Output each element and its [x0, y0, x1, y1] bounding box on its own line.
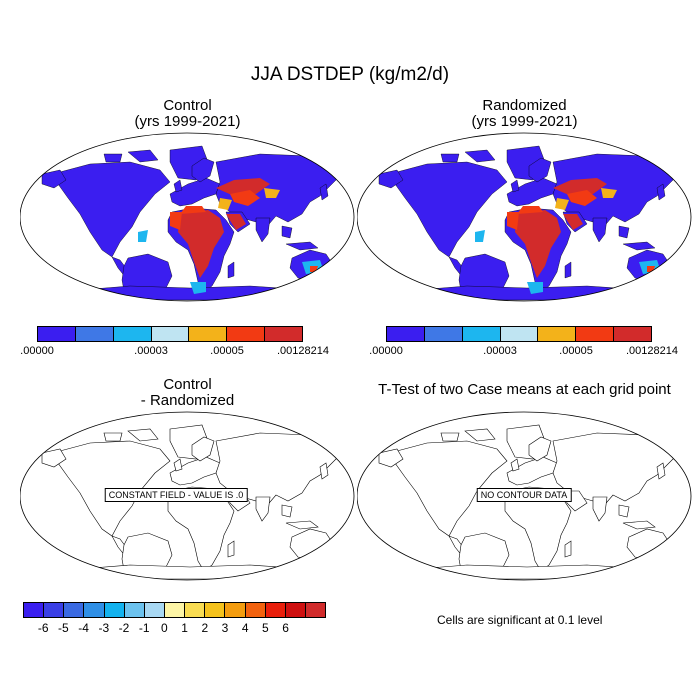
colorbar-swatch [225, 603, 246, 617]
control-title-line2: (yrs 1999-2021) [134, 113, 241, 130]
colorbar-swatch [189, 327, 228, 341]
colorbar-swatch [285, 603, 306, 617]
randomized-title-line1: Randomized [482, 97, 567, 114]
control-panel-title: Control (yrs 1999-2021) [20, 98, 355, 130]
difference-panel-title: Control - Randomized [20, 377, 355, 409]
colorbar-swatch [75, 327, 114, 341]
colorbar-swatch [44, 603, 65, 617]
constant-field-message: CONSTANT FIELD - VALUE IS .0 [104, 488, 248, 502]
colorbar-swatch [614, 327, 652, 341]
colorbar-swatch [227, 327, 266, 341]
colorbar-swatch [576, 327, 615, 341]
colorbar-swatch [124, 603, 145, 617]
difference-title-line2: - Randomized [140, 392, 235, 409]
colorbar-tick-label: .00005 [210, 345, 244, 357]
colorbar-tick-label: .00000 [369, 345, 403, 357]
colorbar-tick-label: -5 [58, 621, 69, 635]
randomized-panel-title: Randomized (yrs 1999-2021) [357, 98, 692, 130]
colorbar-tick-label: 2 [201, 621, 209, 635]
colorbar-swatch [151, 327, 190, 341]
control-title-line1: Control [163, 97, 212, 114]
colorbar-tick-label: 5 [262, 621, 269, 635]
colorbar-tick-label: .00128214 [626, 345, 678, 357]
colorbar-swatch [64, 603, 85, 617]
colorbar-swatch [205, 603, 226, 617]
colorbar-tick-label: .00005 [559, 345, 593, 357]
difference-map [20, 411, 355, 581]
randomized-map [357, 132, 692, 302]
colorbar-tick-label: -4 [78, 621, 89, 635]
colorbar-swatch [500, 327, 539, 341]
colorbar-tick-label: -2 [118, 621, 130, 635]
difference-colorbar [23, 602, 326, 618]
no-contour-message: NO CONTOUR DATA [476, 488, 572, 502]
ttest-map [357, 411, 692, 581]
colorbar-swatch [538, 327, 577, 341]
colorbar-tick-label: 4 [241, 621, 249, 635]
colorbar-tick-label: 0 [161, 621, 168, 635]
colorbar-tick-label: 6 [282, 621, 289, 635]
colorbar-tick-label: .00128214 [277, 345, 329, 357]
colorbar-swatch [265, 603, 286, 617]
colorbar-tick-label: .00003 [483, 345, 517, 357]
control-colorbar [37, 326, 303, 342]
colorbar-swatch [164, 603, 186, 617]
colorbar-tick-label: -3 [98, 621, 110, 635]
figure-title: JJA DSTDEP (kg/m2/d) [250, 64, 450, 85]
difference-title-line1: Control [163, 376, 212, 393]
ttest-panel-title: T-Test of two Case means at each grid po… [378, 381, 671, 398]
randomized-colorbar [386, 326, 652, 342]
colorbar-tick-label: .00003 [134, 345, 168, 357]
colorbar-tick-label: -6 [37, 621, 49, 635]
colorbar-tick-label: 1 [181, 621, 188, 635]
colorbar-swatch [424, 327, 463, 341]
colorbar-swatch [185, 603, 206, 617]
colorbar-swatch [462, 327, 501, 341]
colorbar-swatch [24, 603, 45, 617]
colorbar-swatch [305, 603, 326, 617]
colorbar-swatch [104, 603, 125, 617]
colorbar-swatch [84, 603, 105, 617]
control-map [20, 132, 355, 302]
colorbar-swatch [245, 603, 266, 617]
colorbar-swatch [113, 327, 152, 341]
colorbar-tick-label: .00000 [20, 345, 54, 357]
randomized-title-line2: (yrs 1999-2021) [471, 113, 578, 130]
colorbar-swatch [387, 327, 425, 341]
colorbar-tick-label: 3 [221, 621, 229, 635]
colorbar-swatch [265, 327, 303, 341]
significance-note: Cells are significant at 0.1 level [437, 613, 603, 627]
colorbar-swatch [144, 603, 165, 617]
colorbar-swatch [38, 327, 76, 341]
colorbar-tick-label: -1 [138, 621, 150, 635]
